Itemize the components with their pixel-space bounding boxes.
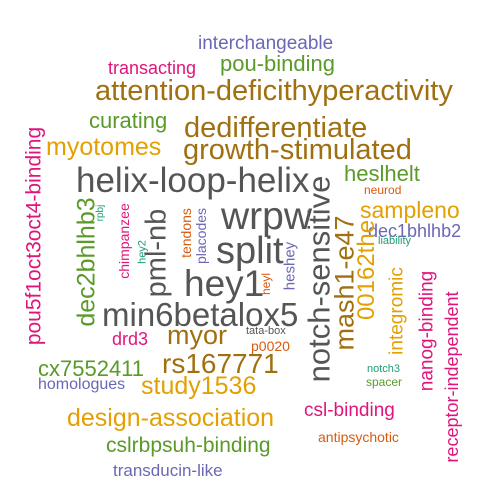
- word-homologues: homologues: [38, 376, 126, 393]
- word-dedifferentiate: dedifferentiate: [184, 112, 368, 144]
- word-csl-binding: csl-binding: [304, 400, 395, 421]
- word-heslhelt: heslhelt: [344, 161, 420, 186]
- word-cx7552411: cx7552411: [38, 356, 145, 381]
- word-liability: liability: [378, 235, 412, 247]
- word-dec2bhlhb3: dec2bhlhb3: [72, 197, 101, 327]
- word-split: split: [216, 230, 284, 272]
- word-p0020: p0020: [251, 338, 290, 354]
- word-curating: curating: [89, 108, 168, 133]
- word-notch3: notch3: [367, 363, 401, 375]
- word-tendons: tendons: [178, 208, 194, 258]
- word-antipsychotic: antipsychotic: [318, 429, 399, 445]
- word-study1536: study1536: [141, 372, 257, 400]
- word-receptor-independent: receptor-independent: [442, 291, 462, 463]
- word-hey1: hey1: [184, 263, 265, 304]
- word-transacting: transacting: [108, 58, 197, 78]
- word-neurod: neurod: [364, 183, 402, 197]
- word-design-association: design-association: [67, 404, 275, 432]
- word-cslrbpsuh-binding: cslrbpsuh-binding: [106, 434, 271, 457]
- word-attention-deficithyperactivity: attention-deficithyperactivity: [95, 75, 453, 107]
- word-spacer: spacer: [366, 375, 403, 389]
- word-myor: myor: [167, 320, 227, 350]
- word-chimpanzee: chimpanzee: [116, 203, 132, 279]
- word-pou-binding: pou-binding: [220, 51, 335, 76]
- word-pml-nb: pml-nb: [140, 208, 173, 298]
- word-heyl: heyl: [259, 272, 273, 296]
- word-pou5f1oct3oct4-binding: pou5f1oct3oct4-binding: [22, 126, 46, 346]
- word-heshey: heshey: [281, 241, 299, 291]
- word-drd3: drd3: [112, 329, 149, 349]
- word-nanog-binding: nanog-binding: [416, 270, 438, 392]
- word-myotomes: myotomes: [46, 133, 162, 161]
- word-placodes: placodes: [193, 207, 209, 265]
- word-sampleno: sampleno: [360, 197, 460, 223]
- word-dec1bhlhb2: dec1bhlhb2: [368, 221, 462, 241]
- word-wrpw: wrpw: [221, 195, 313, 238]
- word-growth-stimulated: growth-stimulated: [183, 134, 412, 166]
- word-tata-box: tata-box: [246, 325, 286, 337]
- word-helix-loop-helix: helix-loop-helix: [76, 161, 310, 200]
- word-00162the: 00162the: [353, 219, 380, 321]
- word-rs167771: rs167771: [162, 348, 279, 379]
- word-integromic: integromic: [386, 267, 408, 355]
- word-transducin-like: transducin-like: [113, 461, 223, 480]
- word-interchangeable: interchangeable: [198, 33, 334, 54]
- word-min6betalox5: min6betalox5: [102, 296, 299, 333]
